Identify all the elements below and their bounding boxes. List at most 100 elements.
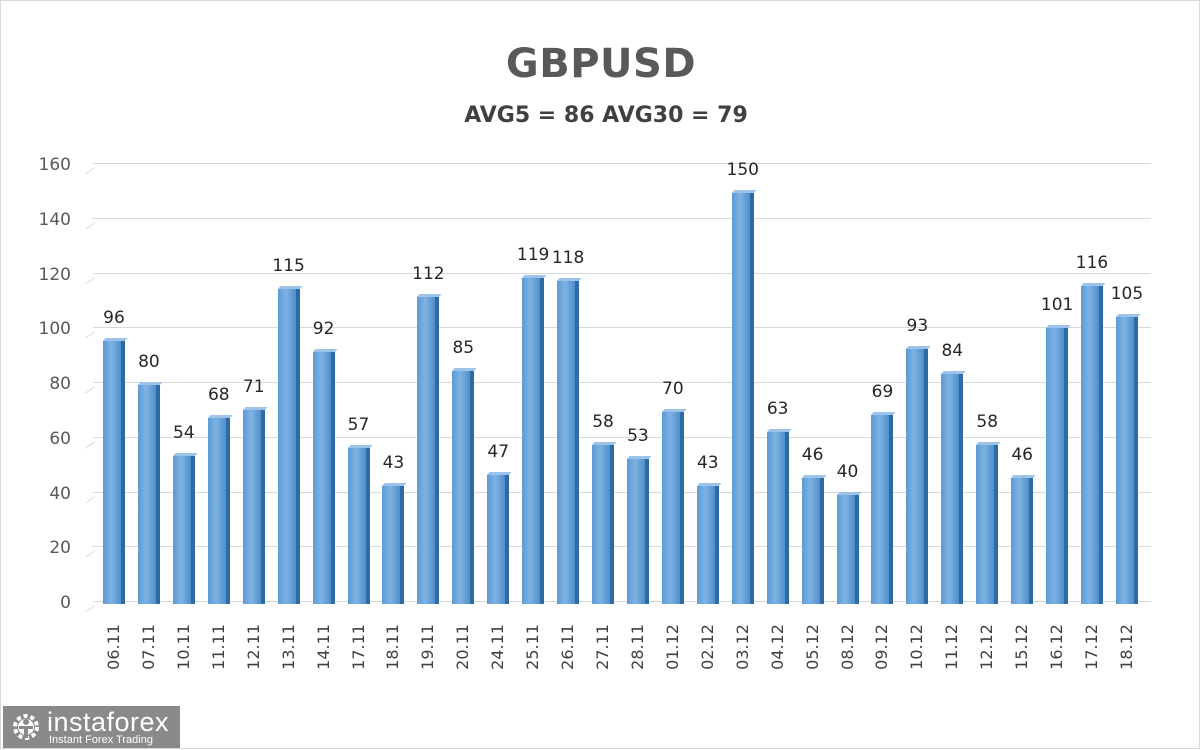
gridline-perspective: [84, 167, 96, 175]
bar: [382, 486, 405, 604]
bar: [242, 409, 265, 604]
gridline-perspective: [84, 221, 96, 230]
bar: [731, 193, 754, 604]
bar-value-label: 47: [487, 442, 510, 463]
bar: [661, 412, 684, 604]
gridline-perspective: [84, 331, 96, 340]
gridline-perspective: [84, 440, 96, 449]
y-tick-label: 0: [60, 593, 71, 613]
gridline: [93, 272, 1151, 274]
gridline-perspective: [84, 605, 96, 613]
bar: [452, 371, 475, 604]
x-tick-label: 08.12: [837, 624, 857, 670]
bar-value-label: 80: [138, 352, 160, 372]
bar-value-label: 92: [312, 319, 335, 340]
x-tick-label: 07.11: [138, 624, 158, 670]
x-tick-label: 28.11: [627, 624, 647, 670]
gridline: [93, 382, 1151, 383]
x-tick-label: 14.11: [313, 624, 333, 670]
bar-value-label: 58: [976, 412, 999, 433]
x-tick-label: 09.12: [872, 624, 892, 670]
bar-value-label: 118: [551, 247, 585, 268]
x-tick-label: 10.11: [173, 624, 193, 670]
bar: [976, 445, 999, 604]
bar: [312, 352, 335, 604]
x-tick-label: 27.11: [593, 624, 613, 670]
bar-value-label: 43: [696, 453, 719, 474]
y-tick-label: 160: [38, 155, 71, 175]
bar-value-label: 46: [801, 445, 824, 466]
bar: [836, 494, 859, 604]
logo-tagline: Instant Forex Trading: [49, 734, 153, 746]
gear-person-icon: [13, 714, 39, 740]
x-tick-label: 12.12: [977, 624, 997, 670]
gridline-perspective: [84, 386, 96, 394]
bar-value-label: 101: [1040, 294, 1074, 315]
gridline-perspective: [84, 276, 96, 285]
x-tick-label: 17.11: [348, 624, 368, 670]
bar-value-label: 85: [452, 338, 475, 359]
bar-value-label: 112: [412, 264, 445, 285]
x-tick-label: 03.12: [732, 624, 752, 670]
bar-value-label: 46: [1011, 445, 1033, 466]
bar: [172, 456, 195, 604]
bar-value-label: 115: [272, 256, 305, 277]
bar: [766, 431, 789, 604]
bar-value-label: 84: [941, 341, 964, 362]
bar-value-label: 69: [871, 382, 894, 403]
gridline: [93, 491, 1151, 493]
bar-value-label: 58: [592, 412, 614, 433]
y-tick-label: 60: [49, 428, 71, 449]
bar-value-label: 71: [242, 376, 265, 397]
bar-value-label: 57: [347, 414, 370, 435]
bar: [557, 280, 580, 604]
bar: [103, 341, 125, 604]
gridline: [93, 546, 1151, 548]
bar-value-label: 63: [766, 398, 789, 419]
bar-value-label: 70: [662, 379, 684, 400]
bar: [906, 349, 929, 604]
x-tick-label: 18.12: [1116, 624, 1136, 670]
x-tick-label: 20.11: [453, 624, 473, 670]
gridline: [93, 163, 1151, 164]
bar-value-label: 43: [382, 453, 405, 474]
bar: [1011, 478, 1034, 604]
x-tick-label: 02.12: [697, 624, 717, 670]
bar-value-label: 40: [836, 461, 859, 482]
bar-value-label: 105: [1110, 283, 1144, 304]
x-tick-label: 04.12: [767, 624, 787, 670]
bar-value-label: 96: [103, 308, 125, 329]
x-tick-label: 05.12: [802, 624, 822, 670]
bar: [696, 486, 719, 604]
bar: [871, 415, 894, 604]
x-tick-label: 25.11: [523, 624, 543, 670]
y-tick-label: 40: [49, 483, 71, 504]
bar: [1115, 316, 1138, 604]
bar-value-label: 53: [627, 425, 649, 446]
x-tick-label: 13.11: [278, 624, 298, 670]
bar: [592, 445, 615, 604]
gridline: [93, 327, 1151, 329]
x-tick-label: 10.12: [907, 624, 927, 670]
bar: [207, 417, 230, 604]
y-tick-label: 100: [38, 319, 71, 340]
bar: [522, 278, 545, 604]
bar: [347, 447, 370, 604]
x-tick-label: 15.12: [1012, 624, 1032, 670]
bar: [1046, 327, 1069, 604]
x-tick-label: 16.12: [1047, 624, 1067, 670]
y-tick-label: 120: [38, 264, 71, 285]
x-tick-label: 11.12: [942, 624, 962, 670]
x-tick-label: 26.11: [558, 624, 578, 670]
bar-value-label: 116: [1075, 253, 1109, 274]
bar: [1081, 286, 1104, 604]
y-tick-label: 140: [38, 209, 71, 230]
gridline: [93, 601, 1151, 602]
chart-subtitle: AVG5 = 86 AVG30 = 79: [464, 103, 748, 128]
x-tick-label: 06.11: [104, 624, 123, 670]
x-tick-label: 11.11: [208, 624, 228, 670]
instaforex-logo: instaforex Instant Forex Trading: [3, 706, 180, 748]
x-tick-label: 12.11: [243, 624, 263, 670]
gridline: [93, 436, 1151, 438]
x-tick-label: 18.11: [383, 624, 403, 670]
